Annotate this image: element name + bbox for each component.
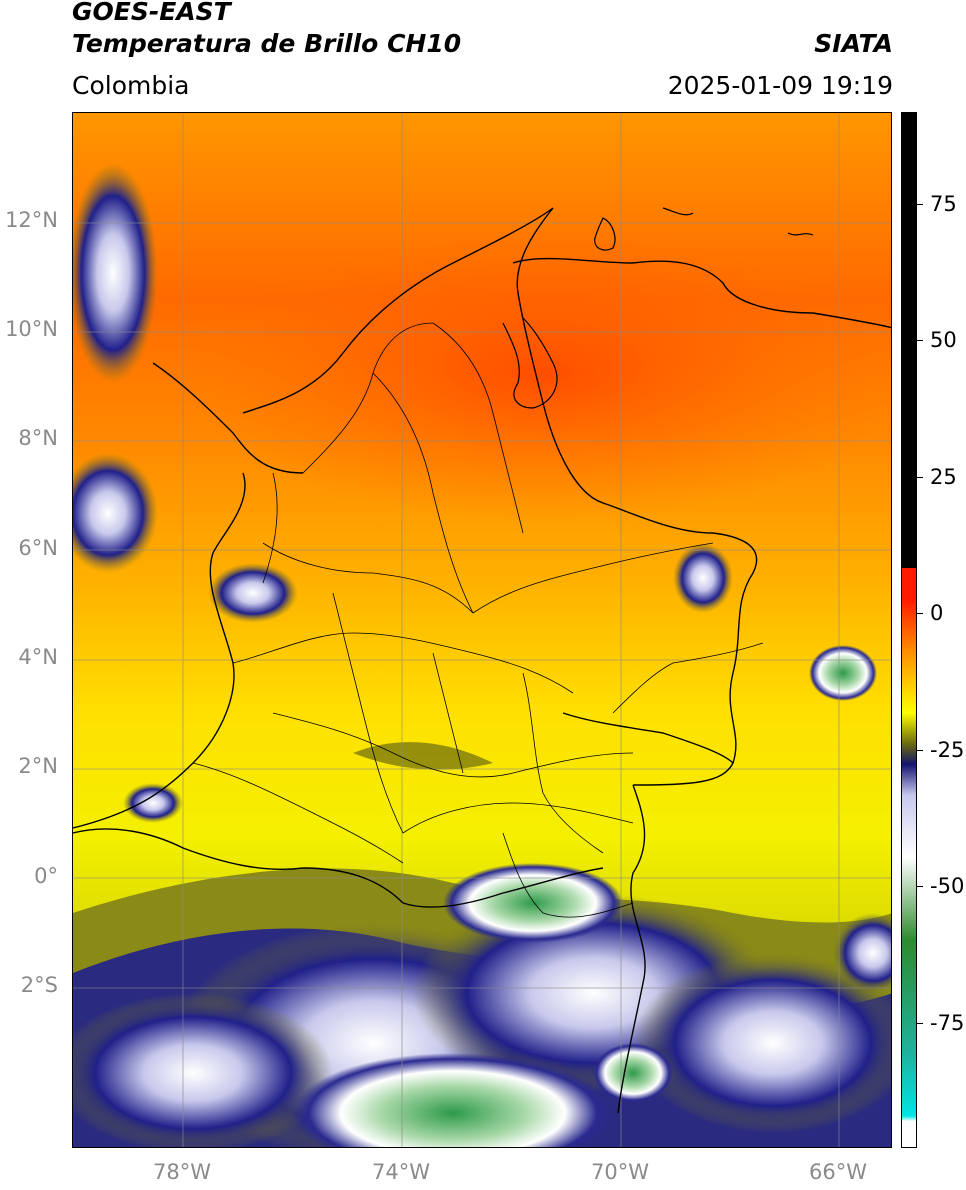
department-borders: [192, 322, 764, 918]
title-product: Temperatura de Brillo CH10: [72, 29, 462, 58]
colorbar-label-minus75: -75: [930, 1011, 965, 1035]
colorbar-label-minus50: -50: [930, 874, 965, 898]
lat-tick-4n: 4°N: [18, 645, 58, 669]
warm-region: [183, 223, 891, 523]
satellite-map[interactable]: [72, 112, 892, 1148]
title-satellite: GOES-EAST: [72, 0, 231, 26]
colorbar-tick-75: [917, 204, 923, 205]
colorbar-tick-50: [917, 340, 923, 341]
colorbar-label-50: 50: [930, 328, 957, 352]
lon-tick-78w: 78°W: [153, 1160, 211, 1184]
lat-tick-2s: 2°S: [20, 973, 58, 997]
map-canvas: [73, 113, 891, 1147]
source-label: SIATA: [814, 29, 893, 58]
colorbar-label-minus25: -25: [930, 738, 965, 762]
lat-tick-2n: 2°N: [18, 754, 58, 778]
lat-tick-0: 0°: [34, 864, 58, 888]
country-borders: [73, 207, 891, 1114]
colorbar-label-0: 0: [930, 601, 944, 625]
temperature-colorbar: [901, 112, 917, 1148]
colorbar-tick-minus25: [917, 750, 923, 751]
lon-tick-66w: 66°W: [809, 1160, 867, 1184]
colorbar-tick-25: [917, 477, 923, 478]
lat-tick-6n: 6°N: [18, 536, 58, 560]
colorbar-label-75: 75: [930, 192, 957, 216]
lat-tick-10n: 10°N: [5, 317, 58, 341]
colorbar-tick-0: [917, 613, 923, 614]
cold-cloud-fields: [73, 163, 891, 1147]
colorbar-label-25: 25: [930, 465, 957, 489]
coastline-features: [502, 207, 814, 409]
lat-tick-12n: 12°N: [5, 208, 58, 232]
colorbar-tick-minus50: [917, 886, 923, 887]
region-label: Colombia: [72, 71, 190, 100]
lon-tick-70w: 70°W: [591, 1160, 649, 1184]
timestamp-label: 2025-01-09 19:19: [667, 71, 893, 100]
colorbar-tick-minus75: [917, 1023, 923, 1024]
lon-tick-74w: 74°W: [372, 1160, 430, 1184]
lat-tick-8n: 8°N: [18, 426, 58, 450]
graticule: [73, 113, 891, 1147]
